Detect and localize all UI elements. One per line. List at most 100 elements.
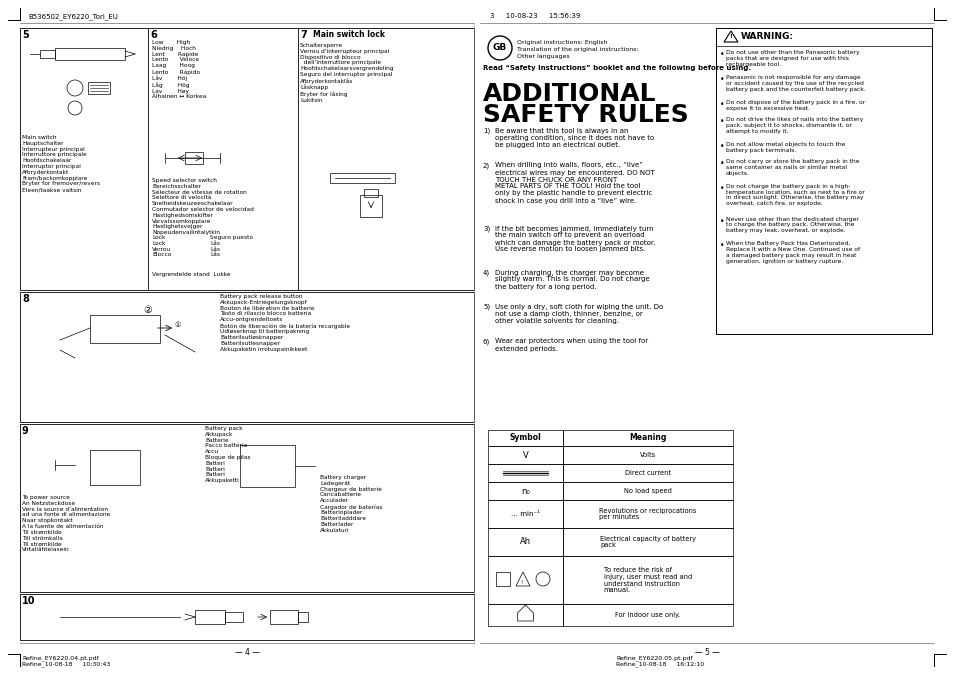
Bar — [562, 500, 732, 528]
Bar — [88, 82, 110, 94]
Text: Meaning: Meaning — [629, 433, 666, 443]
Bar — [20, 292, 474, 422]
Text: To reduce the risk of
injury, user must read and
understand instruction
manual.: To reduce the risk of injury, user must … — [603, 567, 691, 594]
Text: •: • — [720, 216, 723, 226]
Text: Speed selector switch
Bereichsschalter
Sélecteur de vitesse de rotation
Selettor: Speed selector switch Bereichsschalter S… — [152, 178, 253, 235]
Bar — [488, 430, 562, 446]
Text: For indoor use only.: For indoor use only. — [615, 612, 679, 618]
Text: !: ! — [729, 34, 732, 40]
Bar — [359, 195, 381, 217]
Text: Ah: Ah — [519, 537, 531, 547]
Bar — [20, 28, 474, 290]
Bar — [716, 28, 931, 334]
Text: 5: 5 — [22, 30, 29, 40]
Text: •: • — [720, 50, 723, 59]
Bar — [40, 50, 55, 58]
Bar — [20, 594, 474, 640]
Bar — [562, 528, 732, 556]
Bar — [488, 482, 562, 500]
Bar — [225, 612, 243, 622]
Bar — [562, 430, 732, 446]
Text: B536502_EY6220_Tori_EU: B536502_EY6220_Tori_EU — [28, 13, 118, 20]
Text: 3): 3) — [482, 226, 490, 232]
Text: Use only a dry, soft cloth for wiping the unit. Do
not use a damp cloth, thinner: Use only a dry, soft cloth for wiping th… — [495, 304, 662, 324]
Text: Electrical capacity of battery
pack: Electrical capacity of battery pack — [599, 536, 696, 549]
Text: … min⁻¹: … min⁻¹ — [511, 511, 539, 517]
Text: GB: GB — [493, 44, 507, 53]
Text: Panasonic is not responsible for any damage
or accident caused by the use of the: Panasonic is not responsible for any dam… — [725, 75, 864, 92]
Text: When drilling into walls, floors, etc., “live”
electrical wires may be encounter: When drilling into walls, floors, etc., … — [495, 162, 654, 204]
Text: Refine_EY6220.05.pt.pdf: Refine_EY6220.05.pt.pdf — [616, 655, 692, 661]
Text: •: • — [720, 142, 723, 151]
Text: 2): 2) — [482, 162, 490, 169]
Text: Battery charger
Ladegerät
Chargeur de batterie
Caricabatterie
Acculader
Cargador: Battery charger Ladegerät Chargeur de ba… — [319, 475, 382, 533]
Bar — [20, 424, 474, 592]
Bar — [270, 610, 297, 624]
Text: — 5 —: — 5 — — [694, 648, 719, 657]
Text: 9: 9 — [22, 426, 29, 436]
Text: ①: ① — [174, 322, 181, 328]
Text: V: V — [522, 450, 528, 460]
Text: Refine_10-08-18     16:12:10: Refine_10-08-18 16:12:10 — [616, 661, 703, 667]
Text: Seguro puesto
Lås
Lås
Lås: Seguro puesto Lås Lås Lås — [210, 235, 253, 257]
Bar — [364, 189, 377, 197]
Text: Do not dispose of the battery pack in a fire, or
expose it to excessive heat.: Do not dispose of the battery pack in a … — [725, 100, 864, 111]
Bar — [488, 500, 562, 528]
Text: Vergrendelde stand  Lukke: Vergrendelde stand Lukke — [152, 272, 231, 277]
Bar — [330, 173, 395, 183]
Bar — [185, 152, 203, 164]
Text: •: • — [720, 75, 723, 84]
Bar — [240, 445, 294, 487]
Text: 3     10-08-23     15:56:39: 3 10-08-23 15:56:39 — [490, 13, 579, 19]
Text: Main switch lock: Main switch lock — [313, 30, 385, 39]
Text: Schaltersperre
Verrou d’interrupteur principal
Dispositivo di blocco
  dell’inte: Schaltersperre Verrou d’interrupteur pri… — [299, 43, 393, 102]
Bar — [297, 612, 308, 622]
Text: During charging, the charger may become
slightly warm. This is normal. Do not ch: During charging, the charger may become … — [495, 270, 649, 290]
Text: Do not use other than the Panasonic battery
packs that are designed for use with: Do not use other than the Panasonic batt… — [725, 50, 859, 67]
Text: Direct current: Direct current — [624, 470, 670, 476]
Bar — [194, 610, 225, 624]
Text: Never use other than the dedicated charger
to charge the battery pack. Otherwise: Never use other than the dedicated charg… — [725, 216, 858, 233]
Text: If the bit becomes jammed, immediately turn
the main switch off to prevent an ov: If the bit becomes jammed, immediately t… — [495, 226, 655, 253]
Text: Volts: Volts — [639, 452, 656, 458]
Text: No load speed: No load speed — [623, 488, 671, 494]
Text: SAFETY RULES: SAFETY RULES — [482, 103, 688, 127]
Text: Do not allow metal objects to touch the
battery pack terminals.: Do not allow metal objects to touch the … — [725, 142, 844, 152]
Text: 8: 8 — [22, 294, 29, 304]
Text: 10: 10 — [22, 596, 35, 606]
Text: n₀: n₀ — [520, 487, 529, 495]
Bar — [488, 446, 562, 464]
Text: 7: 7 — [299, 30, 307, 40]
Text: •: • — [720, 159, 723, 168]
Text: Low       High
Niedrig    Hoch
Lent       Rapide
Lento      Veloce
Laag       Ho: Low High Niedrig Hoch Lent Rapide Lento … — [152, 40, 206, 99]
Bar — [488, 528, 562, 556]
Text: — 4 —: — 4 — — [234, 648, 259, 657]
Bar — [562, 482, 732, 500]
Text: ADDITIONAL: ADDITIONAL — [482, 82, 656, 106]
Text: Be aware that this tool is always in an
operating condition, since it does not h: Be aware that this tool is always in an … — [495, 128, 654, 148]
Text: •: • — [720, 100, 723, 109]
Text: To power source
An Netzsteckdose
Vers la source d’alimentation
ad una fonte di a: To power source An Netzsteckdose Vers la… — [22, 495, 111, 552]
Text: 6: 6 — [150, 30, 156, 40]
Text: •: • — [720, 184, 723, 193]
Text: Translation of the original instructions:: Translation of the original instructions… — [517, 47, 638, 52]
Bar — [562, 446, 732, 464]
Text: Read “Safety Instructions” booklet and the following before using.: Read “Safety Instructions” booklet and t… — [482, 65, 750, 71]
Text: Wear ear protectors when using the tool for
extended periods.: Wear ear protectors when using the tool … — [495, 338, 647, 352]
Text: Refine_EY6220.04.pt.pdf: Refine_EY6220.04.pt.pdf — [22, 655, 99, 661]
Text: Battery pack
Akkupack
Batterie
Pacco batteria
Accu
Bloque de pilas
Batteri
Batte: Battery pack Akkupack Batterie Pacco bat… — [205, 426, 251, 483]
Text: Battery pack release button
Akkupack-Entriegelungsknopf
Bouton de libération de : Battery pack release button Akkupack-Ent… — [220, 294, 350, 352]
Bar — [488, 604, 562, 626]
Text: Main switch
Hauptschalter
Interrupteur principal
Interruttore principale
Hoofdsc: Main switch Hauptschalter Interrupteur p… — [22, 135, 100, 192]
Bar — [562, 604, 732, 626]
Text: 6): 6) — [482, 338, 490, 345]
Bar — [488, 464, 562, 482]
Bar — [90, 315, 160, 343]
Text: Do not carry or store the battery pack in the
same container as nails or similar: Do not carry or store the battery pack i… — [725, 159, 859, 175]
Text: WARNING:: WARNING: — [740, 32, 793, 41]
Text: ②: ② — [144, 305, 152, 315]
Bar — [562, 556, 732, 604]
Text: Revolutions or reciprocations
per minutes: Revolutions or reciprocations per minute… — [598, 508, 696, 520]
Bar — [562, 464, 732, 482]
Text: Do not drive the likes of nails into the battery
pack, subject it to shocks, dis: Do not drive the likes of nails into the… — [725, 117, 862, 133]
